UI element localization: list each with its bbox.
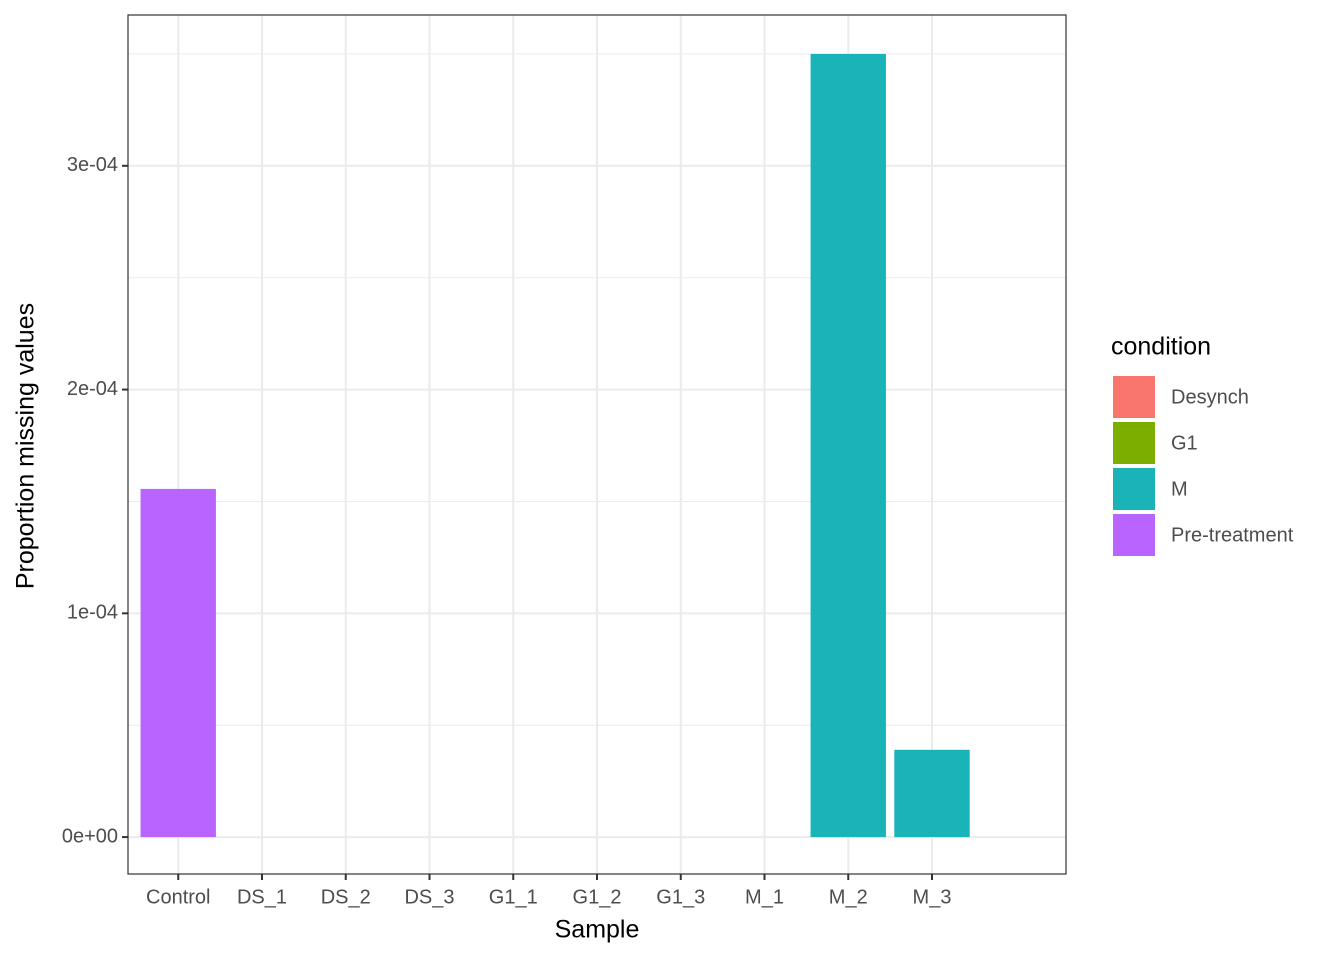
x-tick-label: DS_2 (321, 886, 371, 908)
legend-key (1113, 422, 1155, 464)
x-tick-label: G1_3 (656, 886, 705, 908)
x-tick-label: M_2 (829, 886, 868, 908)
x-tick-label: G1_2 (573, 886, 622, 908)
legend-key (1113, 514, 1155, 556)
legend-label: M (1171, 478, 1188, 500)
x-tick-label: M_1 (745, 886, 784, 908)
x-tick-label: DS_3 (404, 886, 454, 908)
legend-key (1113, 376, 1155, 418)
bar (894, 749, 970, 838)
x-tick-label: Control (146, 886, 210, 908)
y-tick-label: 1e-04 (67, 602, 118, 624)
x-axis-title: Sample (555, 916, 640, 944)
x-tick-label: G1_1 (489, 886, 538, 908)
bar (810, 53, 886, 838)
panel-border (127, 14, 1067, 875)
x-tick-label: DS_1 (237, 886, 287, 908)
y-tick-label: 2e-04 (67, 378, 118, 400)
legend-title: condition (1111, 333, 1211, 361)
y-tick-label: 0e+00 (62, 825, 118, 847)
legend-label: G1 (1171, 432, 1198, 454)
x-tick-label: M_3 (913, 886, 952, 908)
legend-label: Pre-treatment (1171, 524, 1294, 546)
y-tick-label: 3e-04 (67, 154, 118, 176)
bar (140, 488, 216, 838)
legend-key (1113, 468, 1155, 510)
y-axis-title: Proportion missing values (12, 303, 40, 589)
legend-label: Desynch (1171, 386, 1249, 408)
